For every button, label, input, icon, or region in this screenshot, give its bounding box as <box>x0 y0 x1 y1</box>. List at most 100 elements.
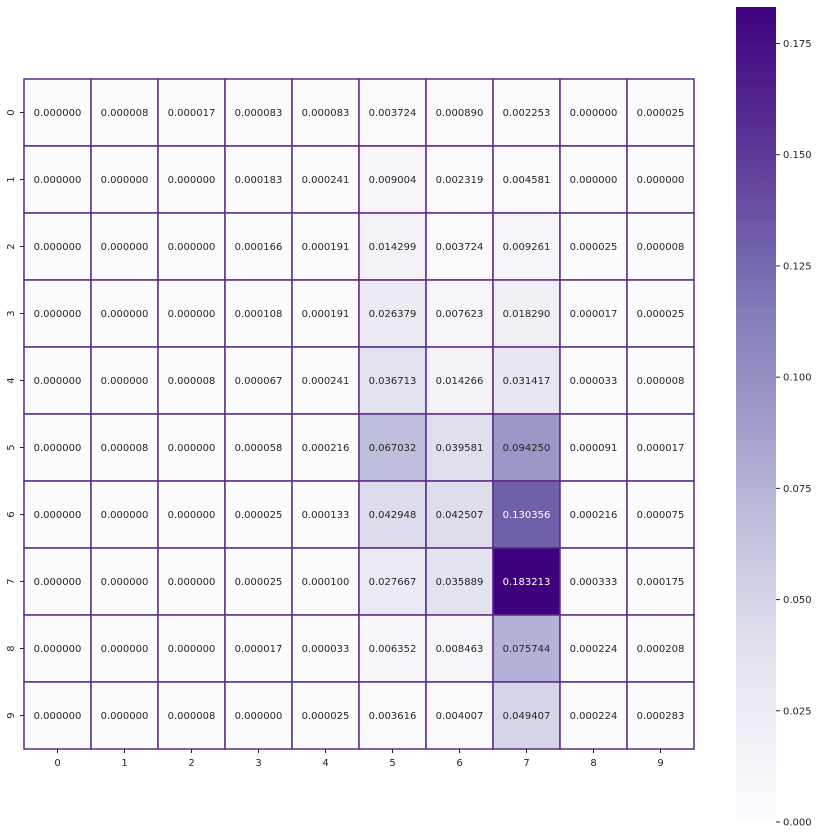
y-axis: 0 1 2 3 4 5 6 7 8 9 <box>6 109 24 719</box>
cell-value-label: 0.000224 <box>570 644 618 655</box>
cell-value-label: 0.000058 <box>235 443 283 454</box>
heatmap-cell <box>157 413 226 482</box>
heatmap-cell <box>291 681 360 750</box>
cell-value-label: 0.000000 <box>34 242 82 253</box>
heatmap-cell <box>90 346 159 415</box>
heatmap-cell <box>358 279 427 348</box>
cell-value-label: 0.000008 <box>168 711 216 722</box>
cell-value-label: 0.000000 <box>101 376 149 387</box>
y-tick-label: 2 <box>6 243 17 249</box>
cell-value-label: 0.000025 <box>235 510 283 521</box>
heatmap-cell <box>358 681 427 750</box>
x-tick-label: 6 <box>456 758 462 769</box>
heatmap-cell <box>492 614 561 683</box>
cell-value-label: 0.000183 <box>235 175 283 186</box>
cell-value-label: 0.000083 <box>235 108 283 119</box>
heatmap-cell <box>559 212 628 281</box>
cell-value-label: 0.000008 <box>168 376 216 387</box>
cell-value-label: 0.000000 <box>101 175 149 186</box>
cell-value-label: 0.042948 <box>369 510 417 521</box>
cell-value-label: 0.000241 <box>302 376 350 387</box>
colorbar-tick-label: 0.000 <box>783 818 812 829</box>
cell-value-label: 0.000000 <box>168 175 216 186</box>
x-tick-label: 9 <box>657 758 663 769</box>
cell-value-label: 0.000000 <box>101 309 149 320</box>
heatmap-cell <box>291 346 360 415</box>
cell-value-label: 0.000025 <box>637 309 685 320</box>
cell-value-label: 0.000333 <box>570 577 618 588</box>
cell-value-label: 0.067032 <box>369 443 417 454</box>
cell-value-label: 0.035889 <box>436 577 484 588</box>
cell-value-label: 0.000008 <box>637 376 685 387</box>
cell-value-label: 0.000008 <box>101 443 149 454</box>
cell-value-label: 0.000000 <box>168 510 216 521</box>
cell-value-label: 0.018290 <box>503 309 551 320</box>
cell-value-label: 0.000067 <box>235 376 283 387</box>
heatmap-cell <box>626 145 695 214</box>
cell-value-label: 0.000216 <box>302 443 350 454</box>
x-tick-label: 7 <box>523 758 529 769</box>
heatmap-cell <box>492 547 561 616</box>
x-tick-label: 8 <box>590 758 596 769</box>
heatmap-cell <box>291 614 360 683</box>
cell-value-label: 0.075744 <box>503 644 551 655</box>
heatmap-cell <box>224 480 293 549</box>
heatmap-cell <box>224 547 293 616</box>
cell-value-label: 0.000133 <box>302 510 350 521</box>
colorbar: 0.000 0.025 0.050 0.075 0.100 0.125 0.150 0.175 <box>736 7 812 829</box>
heatmap-cell <box>626 346 695 415</box>
cell-value-label: 0.031417 <box>503 376 551 387</box>
cell-value-label: 0.000000 <box>34 577 82 588</box>
cell-value-label: 0.000890 <box>436 108 484 119</box>
x-tick-label: 3 <box>255 758 261 769</box>
heatmap-cell <box>559 681 628 750</box>
colorbar-tick-label: 0.075 <box>783 484 812 495</box>
y-tick-label: 0 <box>6 109 17 115</box>
y-tick-label: 4 <box>6 377 17 383</box>
cell-value-label: 0.000025 <box>570 242 618 253</box>
cell-value-label: 0.000008 <box>637 242 685 253</box>
cell-value-label: 0.042507 <box>436 510 484 521</box>
cell-value-label: 0.000025 <box>235 577 283 588</box>
x-tick-label: 5 <box>389 758 395 769</box>
heatmap-cell <box>157 547 226 616</box>
heatmap-cell <box>291 413 360 482</box>
cell-value-label: 0.094250 <box>503 443 551 454</box>
cell-value-label: 0.003724 <box>436 242 484 253</box>
cell-value-label: 0.000000 <box>34 443 82 454</box>
heatmap-cell <box>425 212 494 281</box>
cell-value-label: 0.002253 <box>503 108 551 119</box>
heatmap-cell <box>23 78 92 147</box>
heatmap-cell <box>224 614 293 683</box>
cell-value-label: 0.000091 <box>570 443 618 454</box>
heatmap-cell <box>90 547 159 616</box>
cell-value-label: 0.006352 <box>369 644 417 655</box>
heatmap-cell <box>23 480 92 549</box>
cell-value-label: 0.000000 <box>34 510 82 521</box>
heatmap-cell <box>559 346 628 415</box>
cell-value-label: 0.000017 <box>570 309 618 320</box>
cell-value-label: 0.000108 <box>235 309 283 320</box>
heatmap-cell <box>626 212 695 281</box>
heatmap-cell <box>492 346 561 415</box>
colorbar-tick-label: 0.050 <box>783 595 812 606</box>
cell-value-label: 0.000000 <box>168 242 216 253</box>
cell-value-label: 0.000083 <box>302 108 350 119</box>
cell-value-label: 0.000000 <box>101 644 149 655</box>
cell-value-label: 0.000025 <box>302 711 350 722</box>
heatmap-cell <box>425 346 494 415</box>
heatmap-cell <box>425 279 494 348</box>
cell-value-label: 0.004581 <box>503 175 551 186</box>
cell-value-label: 0.000191 <box>302 309 350 320</box>
heatmap-cell <box>492 212 561 281</box>
heatmap-cell <box>224 145 293 214</box>
cell-value-label: 0.000283 <box>637 711 685 722</box>
cell-value-label: 0.000000 <box>235 711 283 722</box>
heatmap-cell <box>23 681 92 750</box>
cell-value-label: 0.000000 <box>637 175 685 186</box>
cell-value-label: 0.000224 <box>570 711 618 722</box>
cell-value-label: 0.014299 <box>369 242 417 253</box>
cell-value-label: 0.000000 <box>34 644 82 655</box>
heatmap-cell <box>23 212 92 281</box>
cell-value-label: 0.000000 <box>101 510 149 521</box>
